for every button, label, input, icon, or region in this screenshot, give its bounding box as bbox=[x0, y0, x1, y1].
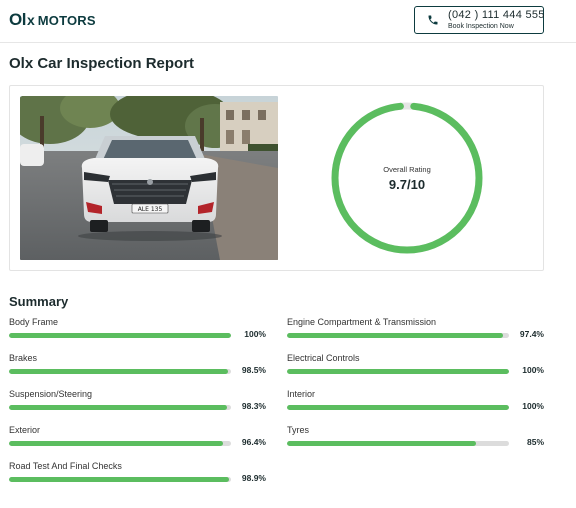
metric-progress-track bbox=[9, 477, 231, 482]
summary-metric: Brakes 98.5% bbox=[9, 353, 266, 381]
overall-rating-gauge: Overall Rating 9.7/10 bbox=[330, 101, 484, 255]
summary-metric: Interior 100% bbox=[287, 389, 544, 417]
book-inspection-label: Book Inspection Now bbox=[448, 23, 514, 30]
phone-number: (042 ) 111 444 555 bbox=[448, 9, 545, 21]
rating-ring bbox=[331, 102, 483, 254]
metric-label: Brakes bbox=[9, 353, 38, 363]
top-header: Ol x MOTORS (042 ) 111 444 555 Book Insp… bbox=[0, 0, 576, 43]
overall-rating-label: Overall Rating bbox=[383, 165, 431, 174]
metric-value: 85% bbox=[526, 437, 544, 447]
metric-value: 100% bbox=[522, 401, 544, 411]
metric-progress-fill bbox=[287, 405, 509, 410]
logo-motors-text: MOTORS bbox=[37, 12, 96, 28]
metric-progress-fill bbox=[287, 369, 509, 374]
metric-label: Road Test And Final Checks bbox=[9, 461, 122, 471]
logo-olx-text: Ol bbox=[9, 10, 26, 29]
metric-label: Interior bbox=[287, 389, 316, 399]
metric-progress-fill bbox=[9, 441, 223, 446]
metric-label: Body Frame bbox=[9, 317, 59, 327]
metric-label: Suspension/Steering bbox=[9, 389, 93, 399]
logo-x-mark: x bbox=[26, 12, 35, 28]
metric-progress-track bbox=[9, 333, 231, 338]
metric-progress-track bbox=[9, 441, 231, 446]
summary-metric: Body Frame 100% bbox=[9, 317, 266, 345]
book-inspection-button[interactable]: (042 ) 111 444 555 Book Inspection Now bbox=[414, 6, 544, 34]
metric-value: 98.3% bbox=[241, 401, 266, 411]
metric-progress-fill bbox=[287, 441, 476, 446]
report-overview-card: ALE 135 Overall Rating 9.7/10 bbox=[9, 85, 544, 271]
phone-icon bbox=[428, 15, 438, 25]
metric-value: 100% bbox=[244, 329, 266, 339]
summary-metric: Tyres 85% bbox=[287, 425, 544, 453]
overall-rating-value: 9.7/10 bbox=[388, 177, 426, 192]
metric-value: 98.5% bbox=[241, 365, 266, 375]
summary-metric: Exterior 96.4% bbox=[9, 425, 266, 453]
metric-value: 98.9% bbox=[241, 473, 266, 483]
olx-motors-logo[interactable]: Ol x MOTORS bbox=[9, 10, 96, 29]
metric-value: 100% bbox=[522, 365, 544, 375]
car-photo-illustration: ALE 135 bbox=[20, 96, 278, 260]
metric-label: Tyres bbox=[287, 425, 310, 435]
summary-metric: Suspension/Steering 98.3% bbox=[9, 389, 266, 417]
metric-progress-fill bbox=[9, 477, 229, 482]
summary-heading: Summary bbox=[9, 294, 69, 309]
metric-progress-fill bbox=[9, 369, 228, 374]
metric-progress-track bbox=[9, 369, 231, 374]
metric-label: Exterior bbox=[9, 425, 41, 435]
metric-label: Engine Compartment & Transmission bbox=[287, 317, 437, 327]
metric-progress-track bbox=[287, 369, 509, 374]
metric-progress-track bbox=[9, 405, 231, 410]
metric-progress-fill bbox=[9, 405, 228, 410]
svg-text:ALE 135: ALE 135 bbox=[138, 206, 163, 213]
metric-progress-fill bbox=[287, 333, 504, 338]
metric-value: 96.4% bbox=[241, 437, 266, 447]
metric-progress-track bbox=[287, 405, 509, 410]
metric-progress-fill bbox=[9, 333, 231, 338]
metric-value: 97.4% bbox=[519, 329, 544, 339]
summary-metric: Engine Compartment & Transmission 97.4% bbox=[287, 317, 544, 345]
rating-ring-fill bbox=[331, 102, 483, 254]
car-photo: ALE 135 bbox=[20, 96, 278, 260]
metric-progress-track bbox=[287, 441, 509, 446]
metric-progress-track bbox=[287, 333, 509, 338]
summary-metric: Electrical Controls 100% bbox=[287, 353, 544, 381]
page-title: Olx Car Inspection Report bbox=[9, 55, 195, 72]
summary-metric: Road Test And Final Checks 98.9% bbox=[9, 461, 266, 489]
metric-label: Electrical Controls bbox=[287, 353, 360, 363]
